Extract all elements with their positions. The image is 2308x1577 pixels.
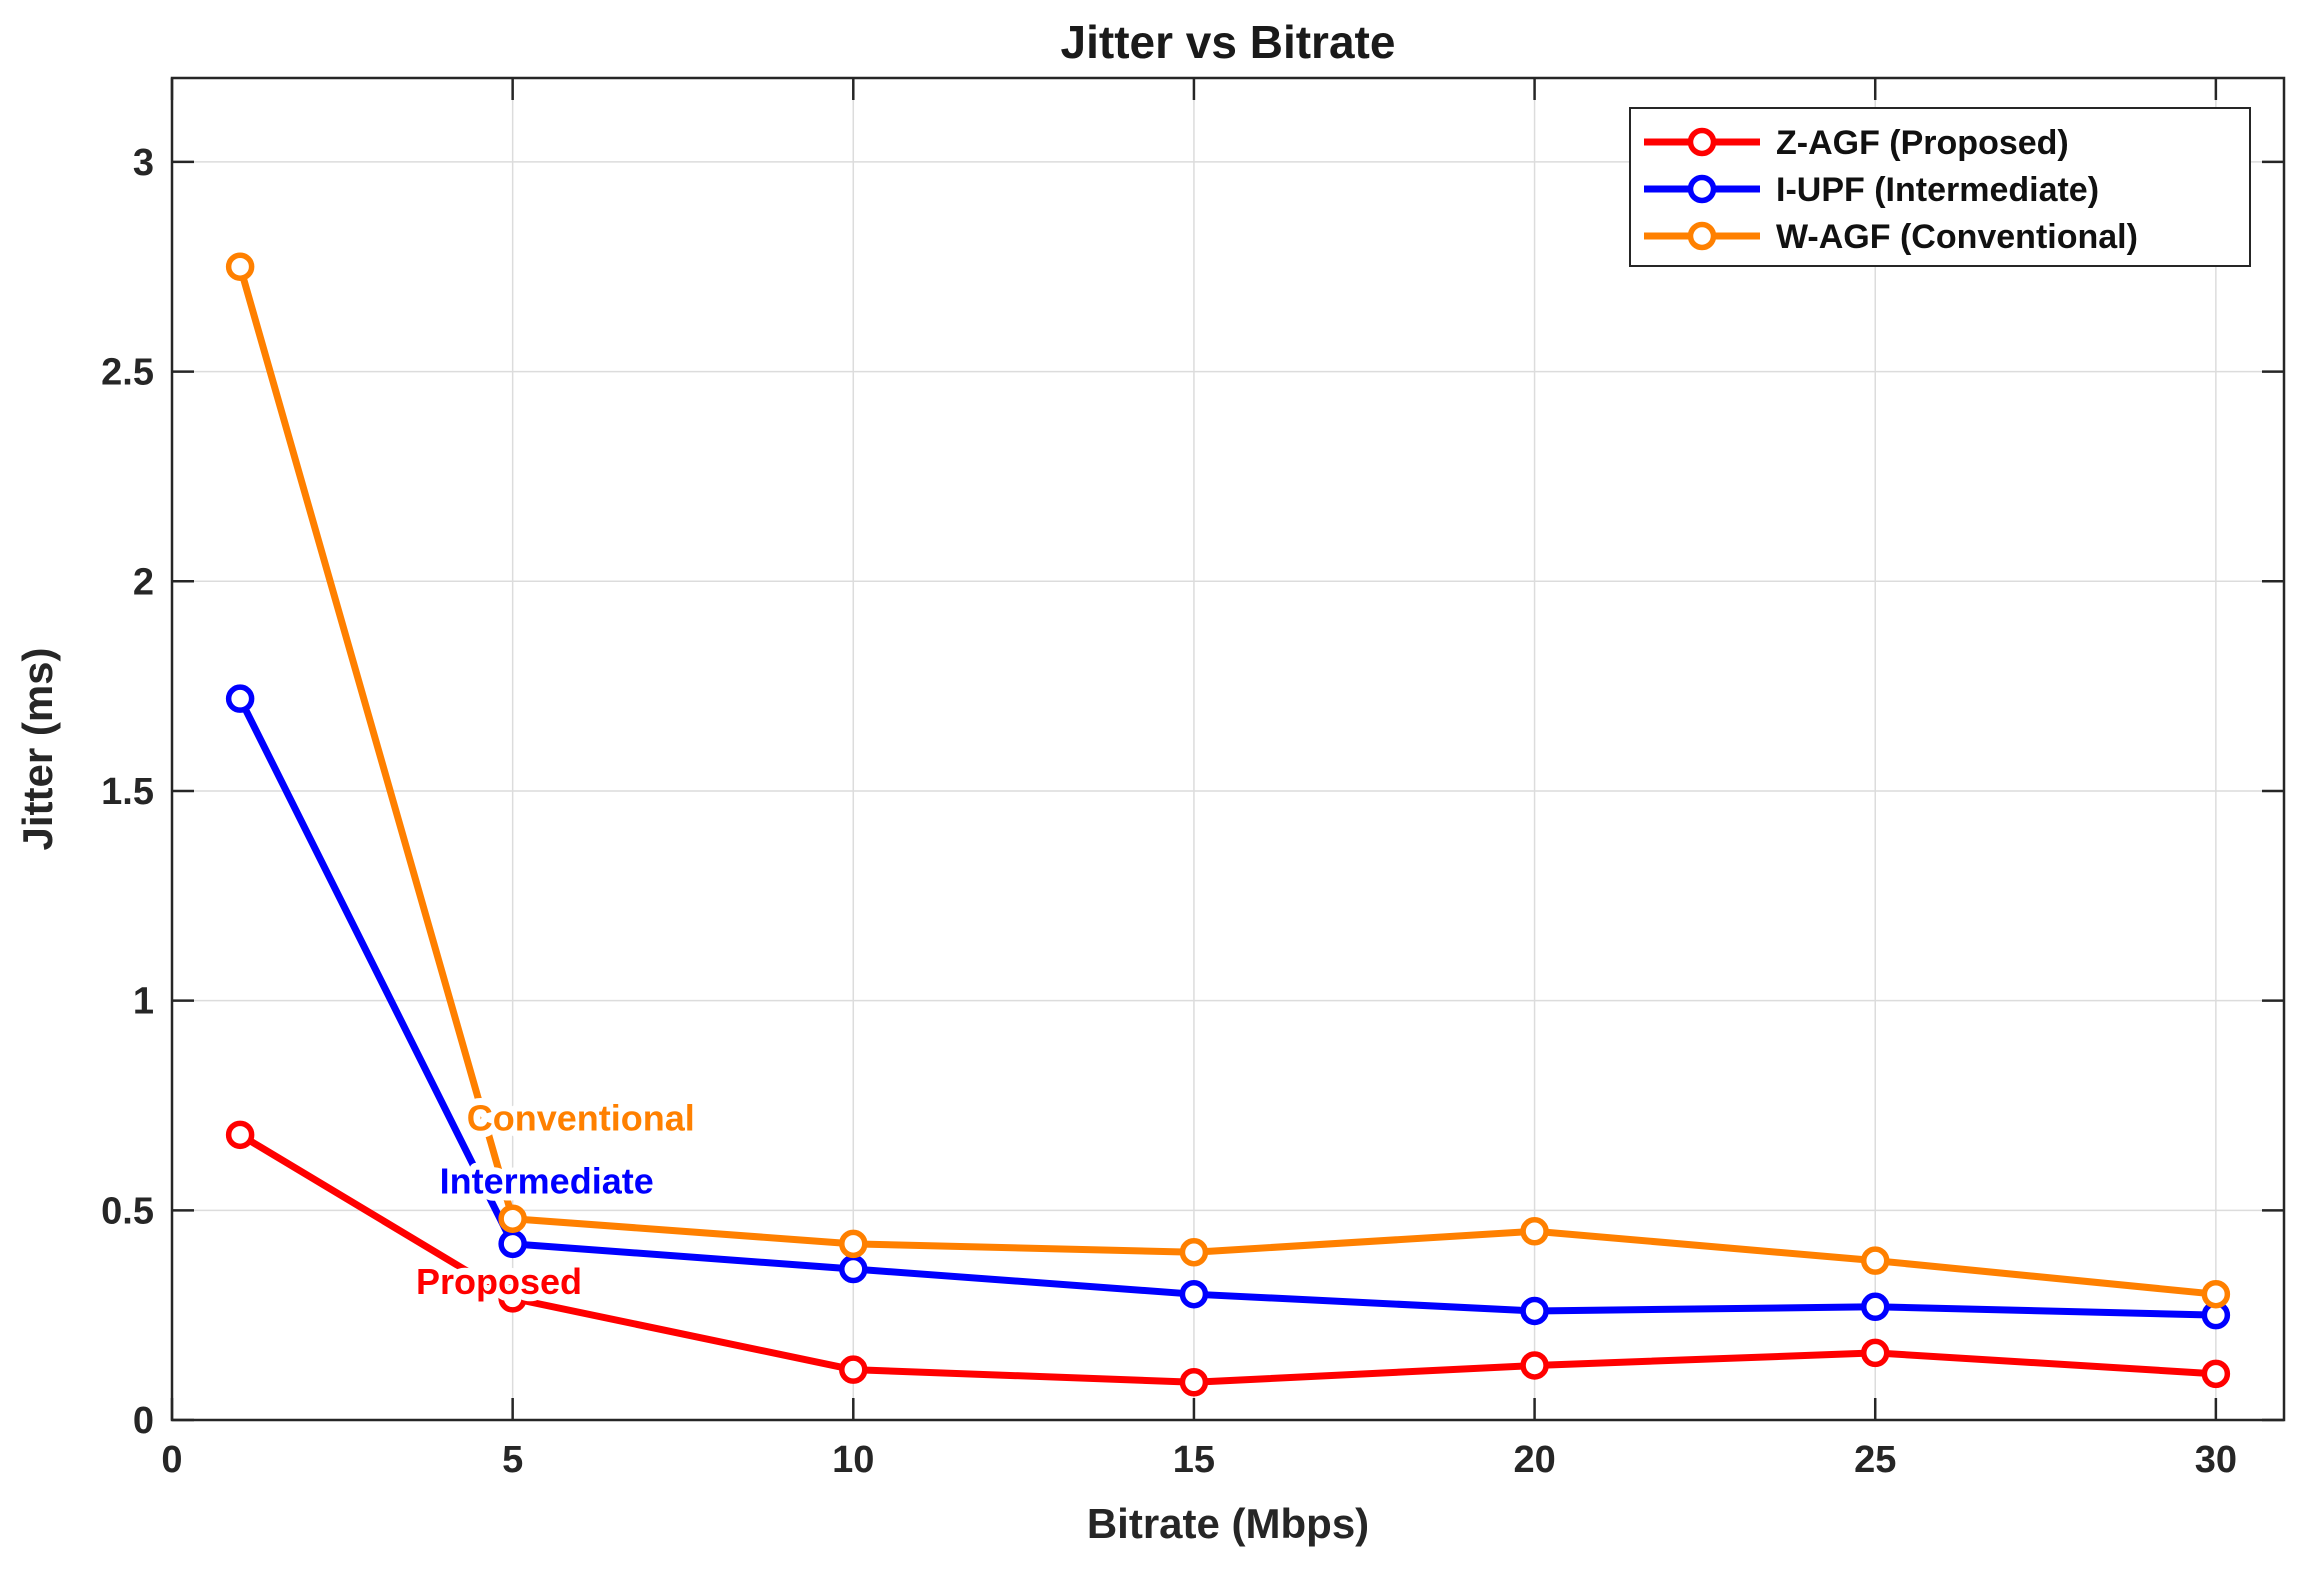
data-point (839, 1355, 868, 1384)
data-point (225, 252, 255, 281)
annotation-label: Conventional (467, 1098, 695, 1139)
data-point (498, 1229, 527, 1259)
x-tick-label: 15 (1173, 1439, 1215, 1481)
annotation-label: Proposed (416, 1261, 582, 1302)
y-tick-label: 0 (133, 1400, 154, 1442)
legend-marker-0 (1687, 127, 1717, 157)
data-point (498, 1284, 527, 1313)
data-point (839, 1229, 868, 1259)
legend: Z-AGF (Proposed) I-UPF (Intermediate) W-A… (1629, 107, 2251, 267)
x-tick-label: 0 (161, 1439, 182, 1481)
data-point (2201, 1359, 2231, 1389)
data-point (2201, 1279, 2231, 1309)
legend-entry-label: Z-AGF (Proposed) (1776, 124, 2069, 162)
data-point (1520, 1217, 1549, 1246)
data-point (1179, 1368, 1209, 1397)
data-point (225, 684, 255, 713)
y-tick-label: 1 (133, 981, 154, 1023)
data-point (839, 1254, 868, 1284)
x-tick-label: 5 (502, 1439, 523, 1481)
legend-marker-1 (1687, 174, 1717, 204)
x-tick-label: 20 (1513, 1439, 1555, 1481)
x-tick-label: 30 (2195, 1439, 2237, 1481)
chart-title: Jitter vs Bitrate (1061, 16, 1396, 68)
series-line-2 (236, 263, 2220, 1298)
data-point (498, 1204, 527, 1233)
y-tick-label: 1.5 (101, 771, 154, 813)
data-point (1179, 1279, 1209, 1309)
y-tick-label: 2 (133, 561, 154, 603)
grid (171, 78, 2284, 1421)
data-point (1179, 1238, 1209, 1267)
x-tick-label: 10 (832, 1439, 874, 1481)
x-axis-label: Bitrate (Mbps) (1087, 1500, 1369, 1547)
legend-marker-2 (1687, 221, 1717, 251)
data-point (1860, 1246, 1890, 1275)
y-axis-label: Jitter (ms) (14, 647, 61, 850)
y-tick-label: 0.5 (101, 1190, 154, 1232)
y-tick-label: 2.5 (101, 352, 154, 394)
plot-frame (170, 76, 2286, 1422)
annotations: Conventional Intermediate Proposed (409, 1091, 702, 1310)
data-point (1860, 1338, 1890, 1368)
y-tick-label: 3 (133, 142, 154, 184)
series-layer (225, 252, 2231, 1397)
axis-ticks: 0 5 10 15 20 25 30 0 0.5 1 1.5 2 2.5 3 (101, 78, 2284, 1481)
annotation-label: Intermediate (440, 1161, 654, 1202)
data-point (1520, 1296, 1549, 1326)
legend-entry-label: W-AGF (Conventional) (1776, 218, 2138, 256)
legend-entry-label: I-UPF (Intermediate) (1776, 171, 2099, 209)
data-point (1860, 1292, 1890, 1322)
data-point (225, 1120, 255, 1150)
data-point (1520, 1351, 1549, 1380)
x-tick-label: 25 (1854, 1439, 1896, 1481)
